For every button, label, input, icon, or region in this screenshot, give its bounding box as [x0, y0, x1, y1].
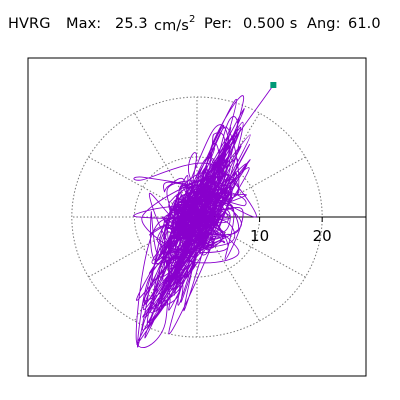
station-code: HVRG	[8, 16, 51, 32]
tick-labels: 10 20	[250, 227, 332, 245]
motion-trace	[133, 84, 274, 348]
max-unit-exponent: 2	[188, 14, 196, 25]
max-unit: cm/s2	[154, 14, 196, 34]
plot-frame	[27, 57, 367, 377]
grid-spoke-120	[133, 112, 198, 218]
angle-value: 61.0	[348, 16, 381, 32]
max-label: Max:	[66, 16, 102, 32]
motion-trace-group	[133, 82, 277, 348]
period-label: Per:	[204, 16, 233, 32]
max-value: 25.3	[115, 16, 148, 32]
period-value: 0.500 s	[243, 16, 298, 32]
tick-label-10: 10	[250, 227, 269, 245]
angle-label: Ang:	[307, 16, 341, 32]
grid-spoke-300	[196, 216, 261, 322]
plot-header: HVRG Max: 25.3 cm/s2 Per: 0.500 s Ang: 6…	[0, 14, 400, 38]
max-unit-base: cm/s	[154, 17, 189, 34]
end-marker	[270, 82, 277, 88]
tick-label-20: 20	[313, 227, 332, 245]
